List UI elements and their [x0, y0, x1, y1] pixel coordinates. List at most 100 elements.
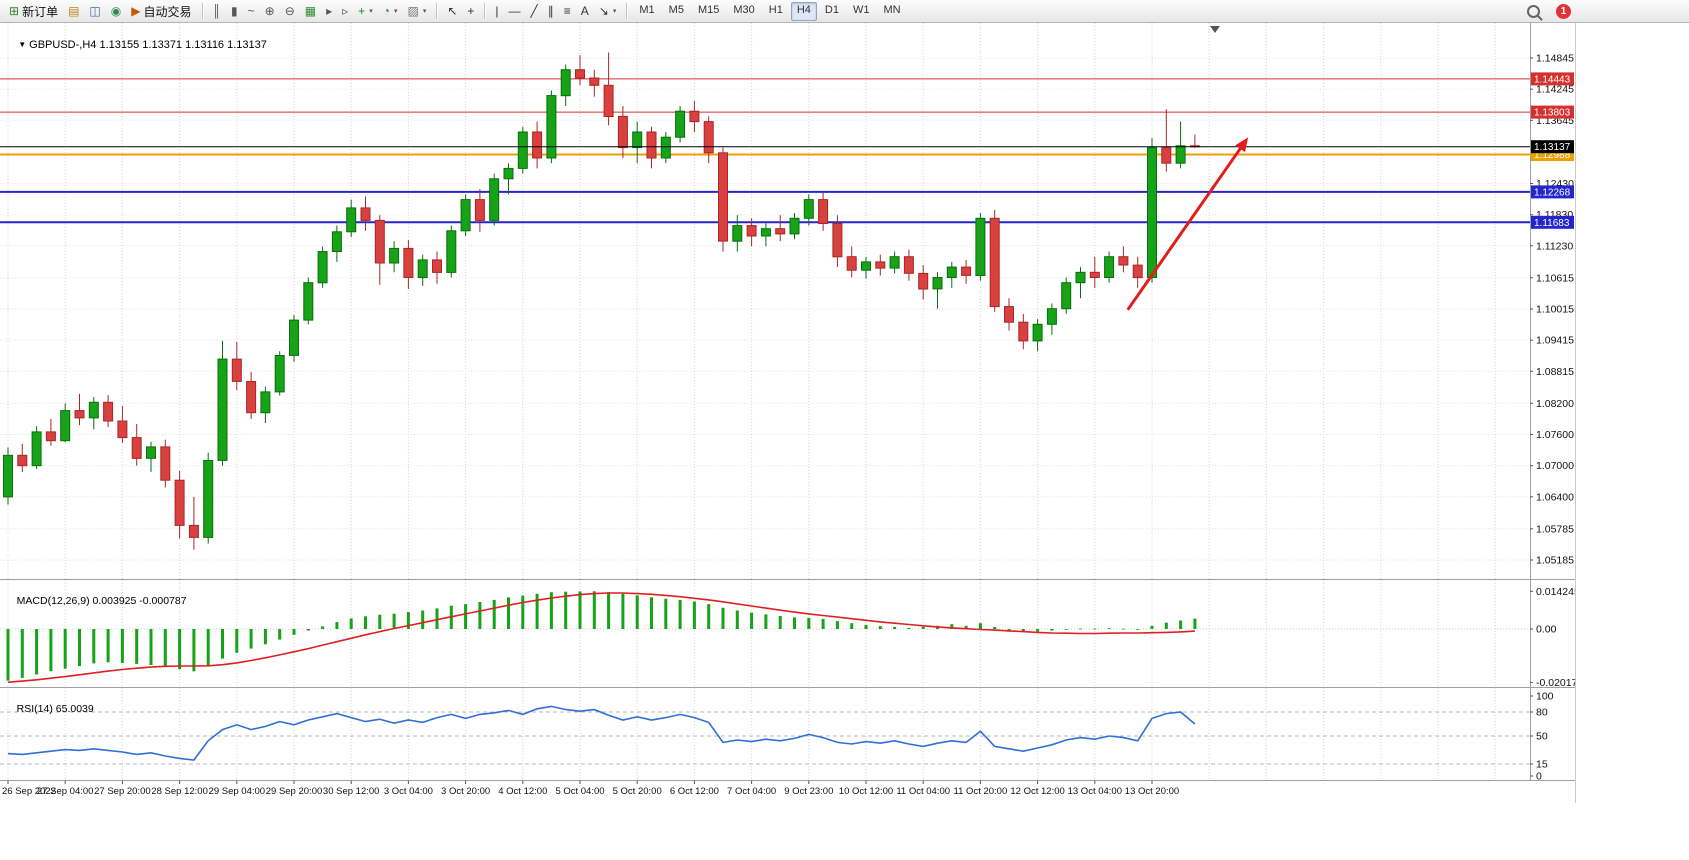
channel-icon: ∥ [547, 4, 554, 18]
svg-text:10 Oct 12:00: 10 Oct 12:00 [839, 786, 893, 797]
templates-icon: ▨ [407, 4, 419, 18]
autotrading-button[interactable]: ▶ 自动交易 [126, 1, 196, 22]
chart-shift-icon[interactable]: ▹ [337, 1, 353, 22]
svg-text:0.014245: 0.014245 [1536, 586, 1575, 598]
rsi-value: 65.0039 [55, 703, 94, 715]
auto-scroll-icon: ▸ [326, 4, 333, 18]
trendline-icon: ╱ [530, 4, 538, 18]
toolbar-separator [484, 3, 486, 19]
price-badge [1531, 140, 1574, 154]
chart-profiles-icon: ▤ [68, 4, 80, 18]
horizontal-line-icon[interactable]: — [504, 1, 526, 22]
bars-chart-icon[interactable]: ║ [208, 1, 227, 22]
svg-text:28 Sep 12:00: 28 Sep 12:00 [151, 786, 208, 797]
crosshair-icon[interactable]: + [462, 1, 479, 22]
auto-scroll-icon[interactable]: ▸ [321, 1, 337, 22]
zoom-out-icon: ⊖ [284, 4, 295, 18]
tile-windows-icon: ▦ [304, 4, 317, 18]
horizontal-line-icon: — [508, 4, 521, 18]
timeframe-m15-button[interactable]: M15 [697, 3, 720, 16]
market-watch-icon: ◫ [89, 4, 101, 18]
svg-text:1.12988: 1.12988 [1534, 150, 1571, 161]
chevron-down-icon: ▾ [612, 8, 617, 15]
timeframe-w1-button[interactable]: W1 [852, 3, 870, 16]
svg-text:27 Sep 04:00: 27 Sep 04:00 [37, 786, 94, 797]
chevron-down-icon: ▾ [393, 8, 398, 15]
svg-text:4 Oct 12:00: 4 Oct 12:00 [498, 786, 547, 797]
timeframe-d1-button[interactable]: D1 [824, 3, 839, 16]
timeframe-m1-button[interactable]: M1 [639, 3, 655, 16]
autotrading-button-label: 自动交易 [143, 4, 192, 19]
svg-text:0.00: 0.00 [1536, 624, 1557, 636]
trendline-icon[interactable]: ╱ [526, 1, 543, 22]
chart-symbol-header: ▼ GBPUSD-,H4 1.13155 1.13371 1.13116 1.13… [6, 27, 267, 63]
zoom-in-icon[interactable]: ⊕ [260, 1, 280, 22]
arrows-icon: ↘ [598, 4, 609, 18]
chart-profiles-icon[interactable]: ▤ [63, 1, 84, 22]
text-icon[interactable]: A [576, 1, 594, 22]
timeframe-mn-button[interactable]: MN [883, 3, 901, 16]
svg-text:1.13803: 1.13803 [1534, 108, 1571, 119]
arrows-icon[interactable]: ↘ ▾ [594, 1, 622, 22]
price-badge [1531, 72, 1574, 86]
templates-icon[interactable]: ▨ ▾ [402, 1, 431, 22]
svg-text:13 Oct 20:00: 13 Oct 20:00 [1125, 786, 1179, 797]
chart-window[interactable]: 1.14845 1.14245 1.13645 1.12430 1.11830 1.112… [0, 23, 1576, 803]
macd-value-main: 0.003925 [92, 595, 137, 607]
fibonacci-icon[interactable]: ≡ [559, 1, 576, 22]
rsi-name: RSI(14) [16, 703, 53, 715]
symbol-dropdown-icon[interactable]: ▼ [18, 40, 27, 49]
timeframe-m30-button[interactable]: M30 [733, 3, 755, 16]
chart-canvas[interactable]: 1.148451.142451.136451.124301.118301.112… [0, 23, 1575, 803]
svg-text:13 Oct 04:00: 13 Oct 04:00 [1068, 786, 1122, 797]
new-order-icon: ⊞ [9, 4, 20, 18]
toolbar-separator [436, 3, 438, 19]
text-icon: A [580, 4, 589, 18]
new-order-button[interactable]: ⊞ 新订单 [4, 1, 63, 22]
svg-text:11 Oct 20:00: 11 Oct 20:00 [954, 786, 1008, 797]
timeframe-h1-button[interactable]: H1 [768, 3, 783, 16]
bars-chart-icon: ║ [212, 4, 222, 18]
periods-icon[interactable]: ◔ ▾ [378, 1, 403, 22]
price-axis[interactable]: 1.148451.142451.136451.124301.118301.112… [1530, 53, 1575, 783]
data-window-icon: ◉ [110, 4, 122, 18]
svg-text:1.05785: 1.05785 [1536, 523, 1574, 535]
svg-text:15: 15 [1536, 759, 1548, 771]
svg-text:1.11683: 1.11683 [1534, 218, 1570, 229]
svg-text:29 Sep 04:00: 29 Sep 04:00 [209, 786, 266, 797]
toolbar-separator [201, 3, 203, 19]
new-order-button-label: 新订单 [22, 4, 59, 19]
svg-text:1.10615: 1.10615 [1536, 272, 1574, 284]
search-icon[interactable] [1527, 4, 1540, 18]
timeframe-m5-button[interactable]: M5 [668, 3, 684, 16]
channel-icon[interactable]: ∥ [543, 1, 559, 22]
svg-text:1.06400: 1.06400 [1536, 491, 1574, 503]
indicators-add-icon[interactable]: + ▾ [353, 1, 378, 22]
indicators-add-icon: + [358, 4, 366, 18]
horizontal-level-lines[interactable] [0, 78, 1530, 224]
macd-indicator-label: MACD(12,26,9) 0.003925 -0.000787 [5, 583, 187, 619]
notification-badge[interactable]: 1 [1556, 3, 1571, 19]
chevron-down-icon: ▾ [369, 8, 373, 15]
chart-shift-marker-icon[interactable] [1210, 26, 1220, 33]
svg-text:30 Sep 12:00: 30 Sep 12:00 [323, 786, 380, 797]
autotrading-play-icon: ▶ [131, 4, 141, 18]
trend-arrow-annotation[interactable] [1126, 137, 1249, 311]
market-watch-icon[interactable]: ◫ [84, 1, 105, 22]
data-window-icon[interactable]: ◉ [106, 1, 126, 22]
line-chart-icon[interactable]: ~ [243, 1, 260, 22]
zoom-out-icon[interactable]: ⊖ [280, 1, 300, 22]
timeframe-h4-button[interactable]: H4 [790, 1, 817, 21]
svg-text:5 Oct 04:00: 5 Oct 04:00 [555, 786, 604, 797]
candlestick-chart-icon[interactable]: ▮ [226, 1, 243, 22]
svg-text:1.13137: 1.13137 [1534, 142, 1571, 153]
svg-text:3 Oct 20:00: 3 Oct 20:00 [441, 786, 490, 797]
price-badge [1531, 215, 1574, 229]
cursor-icon[interactable]: ↖ [442, 1, 462, 22]
tile-windows-icon[interactable]: ▦ [300, 1, 321, 22]
svg-text:1.14245: 1.14245 [1536, 84, 1574, 96]
vertical-line-icon[interactable]: | [490, 1, 503, 22]
svg-text:1.05185: 1.05185 [1536, 555, 1574, 567]
